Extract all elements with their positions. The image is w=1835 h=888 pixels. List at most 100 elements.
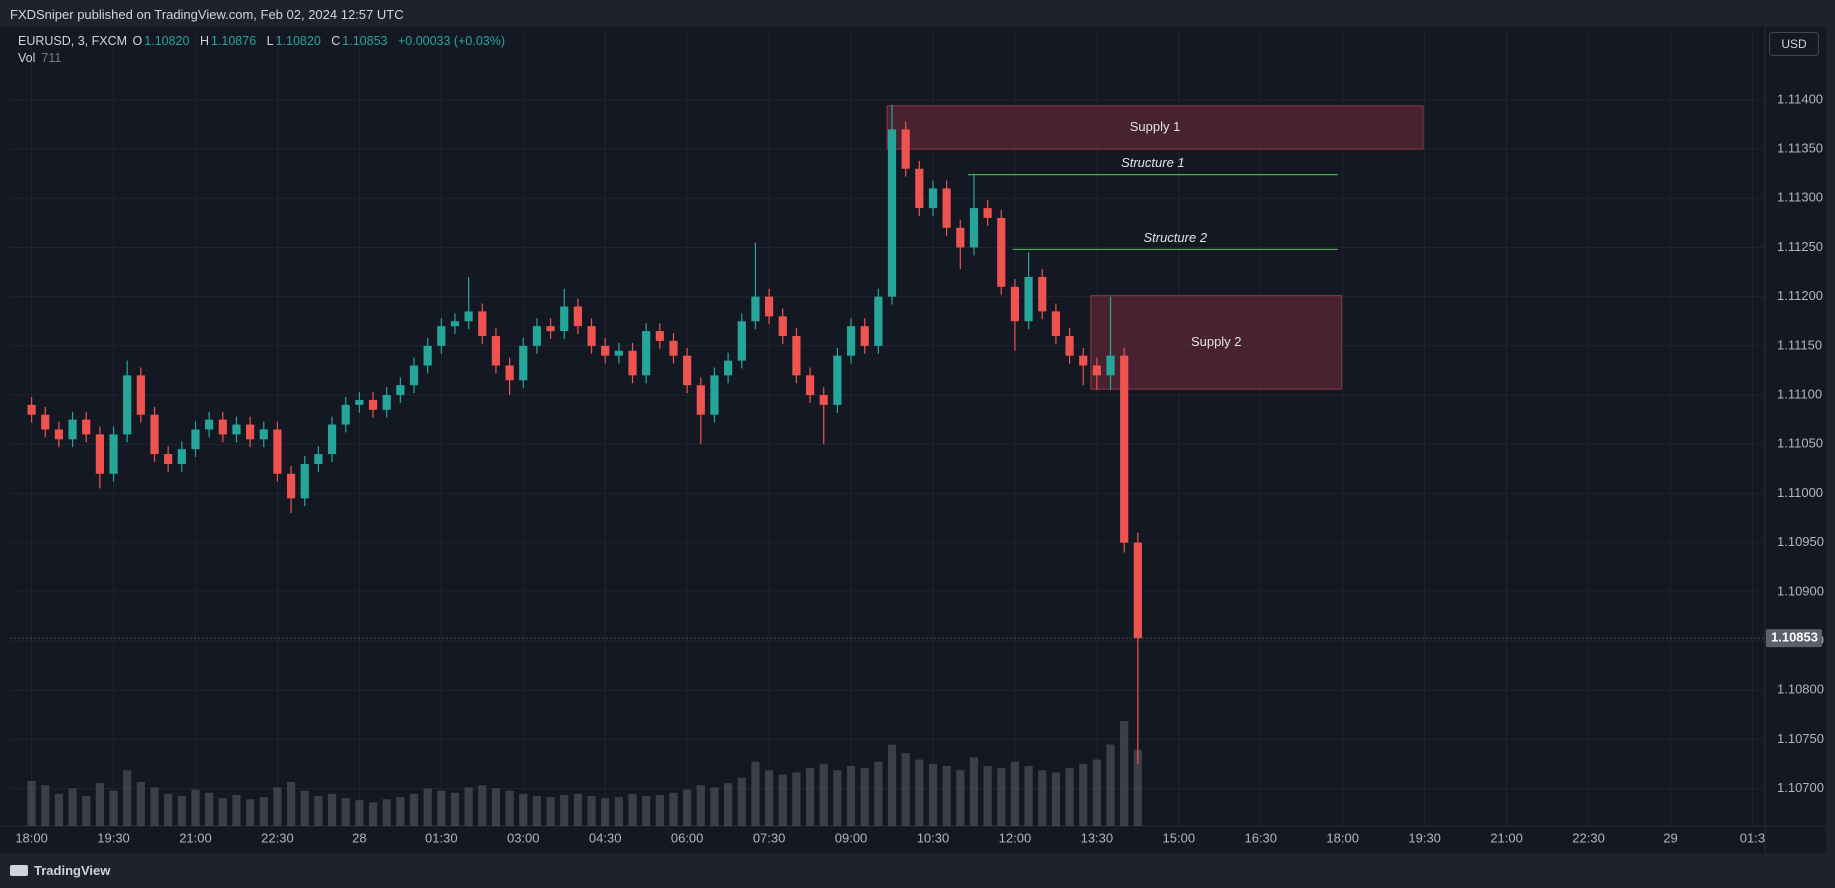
candle-body [956,227,965,248]
volume-bar [778,774,787,826]
y-tick-label: 1.11200 [1777,288,1823,303]
volume-bar [997,768,1006,826]
candle-body [1051,311,1060,337]
volume-bar [724,783,733,826]
volume-bar [1092,759,1101,826]
y-tick-label: 1.11350 [1777,140,1823,155]
candle-body [969,208,979,248]
volume-bar [887,744,897,826]
volume-bar [874,761,883,826]
brand-text: TradingView [34,863,111,878]
volume-bar [915,759,924,826]
y-tick-label: 1.11100 [1777,386,1822,401]
candle-body [368,399,378,410]
volume-bar [1010,761,1020,826]
brand-logo [10,865,28,876]
candle-body [341,404,350,425]
candle-body [273,429,282,474]
volume-label: Vol [18,51,36,65]
y-tick-label: 1.10800 [1777,682,1824,697]
candle-body [560,306,569,332]
y-tick-label: 1.10700 [1777,780,1824,795]
candle-body [669,340,678,356]
y-tick-label: 1.10950 [1777,534,1824,549]
candle-body [1133,542,1142,639]
candle-body [778,316,787,337]
candle-body [327,424,337,455]
y-tick-label: 1.11000 [1777,485,1823,500]
volume-bar [314,796,323,826]
volume-bar [792,772,801,826]
candle-body [396,385,405,396]
high-value: 1.10876 [210,34,257,48]
structure-label: Structure 2 [1143,230,1207,245]
candle-body [123,375,132,435]
volume-bar [355,800,364,826]
candle-body [491,336,501,366]
candle-body [314,454,323,464]
candle-body [764,296,774,317]
y-tick-label: 1.10900 [1777,583,1824,598]
candle-body [860,326,869,346]
high-label: H [199,34,209,48]
candle-body [109,434,118,474]
volume-bar [54,793,63,826]
x-tick-label: 04:30 [589,830,622,845]
volume-bar [232,794,241,826]
supply-zone [1090,295,1343,390]
y-tick-label: 1.10750 [1777,731,1824,746]
volume-bar [123,770,132,826]
open-label: O [132,34,143,48]
candle-body [628,350,637,376]
volume-bar [833,770,842,826]
y-tick-label: 1.11300 [1777,190,1823,205]
volume-bar [573,793,582,826]
volume-bar [136,782,145,826]
volume-bar [642,796,651,826]
candle-body [642,331,651,376]
volume-bar [901,753,910,826]
volume-bar [218,798,227,826]
candle-body [164,454,173,464]
volume-bar [246,799,255,826]
footer-bar [0,853,1835,888]
volume-bar [259,797,268,826]
candle-body [82,419,91,435]
structure-label: Structure 1 [1121,155,1185,170]
symbol[interactable]: EURUSD, 3, FXCM [18,34,128,48]
volume-bar [519,793,528,826]
candle-body [191,429,200,450]
candle-body [218,419,227,435]
y-tick-label: 1.11250 [1777,239,1823,254]
candle-body [983,208,992,218]
volume-value: 711 [41,51,62,65]
candle-body [450,321,460,327]
candle-body [601,345,610,356]
x-tick-label: 29 [1663,830,1677,845]
candle-body [887,129,897,297]
volume-bar [368,802,378,826]
x-tick-label: 13:30 [1081,830,1114,845]
close-value: 1.10853 [342,34,388,48]
x-tick-label: 06:00 [671,830,704,845]
candle-body [1092,365,1101,376]
candle-body [751,296,760,322]
x-tick-label: 21:00 [179,830,212,845]
candle-body [1106,355,1115,376]
x-tick-label: 18:00 [15,830,48,845]
volume-bar [286,782,296,826]
y-tick-label: 1.11400 [1777,91,1823,106]
candle-body [246,424,255,440]
candle-body [286,473,296,499]
volume-bar [382,799,391,826]
candle-body [95,434,104,474]
x-tick-label: 01:30 [425,830,458,845]
volume-bar [109,790,118,826]
low-label: L [266,34,274,48]
volume-bar [1120,721,1129,826]
currency-button[interactable]: USD [1769,32,1819,56]
candle-body [696,385,705,415]
candle-body [710,375,719,415]
